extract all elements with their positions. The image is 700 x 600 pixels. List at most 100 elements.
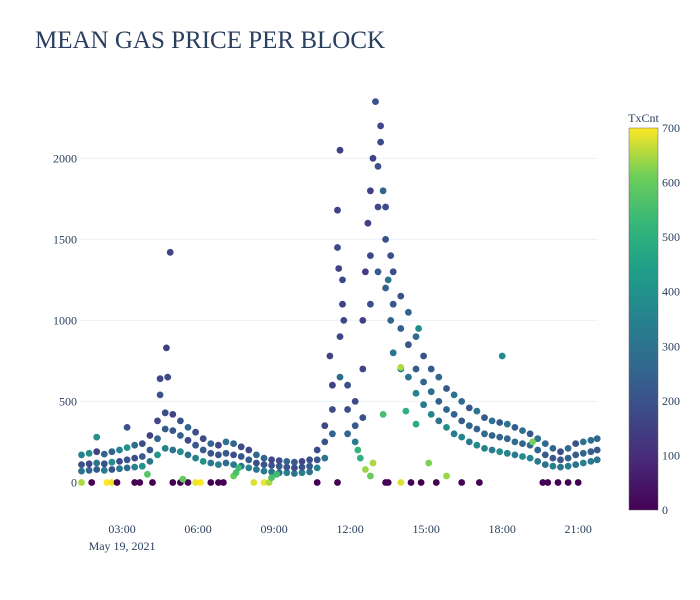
data-point xyxy=(369,459,377,467)
colorbar-tick-label: 700 xyxy=(662,121,680,135)
data-point xyxy=(298,469,306,477)
data-point xyxy=(116,446,123,454)
data-point xyxy=(149,479,156,486)
data-point xyxy=(207,459,215,467)
data-point xyxy=(326,352,334,360)
data-point xyxy=(420,401,427,409)
data-point xyxy=(275,462,283,470)
data-point xyxy=(593,456,601,464)
data-point xyxy=(367,187,374,195)
data-point xyxy=(496,419,504,426)
data-point xyxy=(587,436,595,444)
data-point xyxy=(367,472,374,480)
data-point xyxy=(557,463,564,471)
data-point xyxy=(340,317,348,324)
data-point xyxy=(169,411,177,418)
data-point xyxy=(443,406,450,413)
data-point xyxy=(156,375,164,383)
data-point xyxy=(574,479,582,486)
data-point xyxy=(215,479,222,486)
data-point xyxy=(351,398,359,405)
data-point xyxy=(382,203,389,211)
data-point xyxy=(544,479,552,486)
data-point xyxy=(108,466,116,473)
data-point xyxy=(138,440,146,447)
data-point xyxy=(359,317,367,324)
data-point xyxy=(402,407,410,415)
data-point xyxy=(397,325,405,332)
data-point xyxy=(364,219,372,227)
data-point xyxy=(235,464,243,472)
data-point xyxy=(306,462,313,470)
y-tick-label: 1500 xyxy=(53,232,77,246)
data-point xyxy=(163,344,170,352)
data-point xyxy=(481,445,488,452)
data-point xyxy=(503,420,511,428)
data-point xyxy=(154,451,161,459)
data-point xyxy=(154,417,161,425)
data-point xyxy=(473,441,481,449)
data-point xyxy=(450,430,458,438)
data-point xyxy=(85,466,93,474)
data-point xyxy=(161,445,169,452)
data-point xyxy=(541,461,549,468)
data-point xyxy=(389,268,397,276)
data-point xyxy=(154,435,161,443)
data-point xyxy=(313,456,321,464)
data-point xyxy=(557,448,564,456)
data-point xyxy=(169,427,177,434)
data-point xyxy=(268,474,275,481)
data-point xyxy=(215,451,222,459)
data-point xyxy=(450,391,458,399)
data-point xyxy=(488,417,496,425)
data-point xyxy=(503,449,511,457)
data-point xyxy=(207,449,215,457)
data-point xyxy=(116,458,123,465)
data-point xyxy=(335,265,343,272)
data-point xyxy=(260,467,268,475)
data-point xyxy=(458,433,466,441)
data-point xyxy=(359,365,367,373)
x-tick-label: 18:00 xyxy=(489,522,516,536)
data-point xyxy=(283,463,291,471)
data-point xyxy=(131,479,139,486)
data-point xyxy=(184,424,192,431)
data-point xyxy=(382,236,389,243)
data-point xyxy=(435,373,443,381)
data-point xyxy=(450,411,458,418)
colorbar-tick-label: 100 xyxy=(662,448,680,462)
data-point xyxy=(334,244,341,251)
data-point xyxy=(161,425,169,433)
data-point xyxy=(405,373,412,381)
x-tick-label: 12:00 xyxy=(336,522,363,536)
data-point xyxy=(541,440,549,447)
x-tick-label: 03:00 xyxy=(108,522,135,536)
data-point xyxy=(100,450,108,458)
data-point xyxy=(503,435,511,443)
data-point xyxy=(412,420,420,428)
data-point xyxy=(108,458,116,466)
data-point xyxy=(351,438,359,446)
data-point xyxy=(425,459,433,467)
data-point xyxy=(184,436,192,444)
data-point xyxy=(362,268,369,276)
y-tick-label: 1000 xyxy=(53,313,77,327)
data-point xyxy=(572,461,580,468)
data-point xyxy=(146,446,154,454)
data-point xyxy=(496,433,504,441)
data-point xyxy=(199,435,207,443)
data-point xyxy=(199,446,207,454)
data-point xyxy=(283,469,291,477)
data-point xyxy=(131,463,139,471)
data-point xyxy=(519,427,526,434)
data-point xyxy=(146,432,154,439)
data-point xyxy=(377,138,384,146)
data-point xyxy=(593,435,601,443)
data-point xyxy=(199,458,207,465)
data-point xyxy=(329,381,336,389)
data-point xyxy=(534,446,542,454)
data-point xyxy=(313,446,321,454)
data-point xyxy=(579,438,587,446)
data-point xyxy=(339,300,346,308)
data-point xyxy=(306,468,313,476)
